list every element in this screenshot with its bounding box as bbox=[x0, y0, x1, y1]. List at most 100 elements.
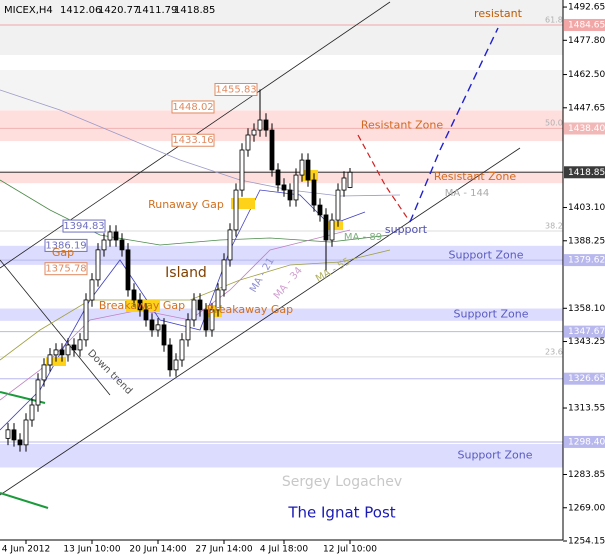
price-box bbox=[214, 82, 258, 96]
y-tick-label: 1447.65 bbox=[568, 103, 605, 113]
candle-body bbox=[293, 174, 299, 201]
candle-body bbox=[167, 344, 173, 371]
watermark: Sergey Logachev bbox=[282, 474, 402, 490]
green-line bbox=[0, 492, 49, 509]
header-close: 1418.85 bbox=[174, 5, 215, 16]
y-tick-label: 1254.15 bbox=[568, 537, 605, 547]
y-tick-label: 1269.00 bbox=[568, 503, 605, 513]
candle-body bbox=[341, 177, 347, 191]
level-label: 1347.67 bbox=[568, 327, 605, 337]
candle-body bbox=[329, 219, 335, 241]
level-tag bbox=[564, 325, 605, 338]
fib-label: 38.2 bbox=[545, 222, 563, 231]
candle-body bbox=[305, 159, 311, 181]
price-box bbox=[44, 238, 88, 252]
candle-body bbox=[281, 184, 287, 191]
candle-body bbox=[251, 129, 257, 136]
price-box-label: 1455.83 bbox=[215, 84, 256, 95]
x-tick-label: 4 Jul 18:00 bbox=[260, 545, 309, 555]
ma-21 bbox=[0, 189, 366, 431]
zone-label: Support Zone bbox=[454, 308, 529, 321]
price-box-label: 1433.16 bbox=[172, 135, 213, 146]
y-tick-label: 1343.25 bbox=[568, 337, 605, 347]
price-box bbox=[171, 100, 215, 114]
y-tick-label: 1313.55 bbox=[568, 404, 605, 414]
level-label: 1326.65 bbox=[568, 374, 605, 384]
candle-body bbox=[95, 249, 101, 281]
candle-body bbox=[65, 344, 71, 356]
x-tick-label: 12 Jul 10:00 bbox=[323, 545, 377, 555]
zone bbox=[0, 110, 563, 142]
forecast-up bbox=[409, 27, 499, 223]
level-tag bbox=[564, 122, 605, 135]
y-tick-label: 1492.65 bbox=[568, 3, 605, 13]
annotation: Runaway Gap bbox=[148, 198, 224, 211]
candle-body bbox=[161, 324, 167, 346]
level-tag bbox=[564, 372, 605, 385]
y-tick-label: 1403.10 bbox=[568, 203, 605, 213]
candle-body bbox=[347, 171, 353, 188]
zone-label: Support Zone bbox=[449, 248, 524, 261]
annotation: MA - 144 bbox=[445, 188, 490, 199]
candle-body bbox=[185, 319, 191, 341]
candle-body bbox=[173, 359, 179, 371]
candle-body bbox=[71, 344, 77, 351]
fib-label: 61.8 bbox=[545, 15, 563, 24]
candle-body bbox=[83, 299, 89, 341]
down-trend-line bbox=[0, 259, 111, 396]
candle-body bbox=[335, 189, 341, 221]
candle-body bbox=[269, 129, 275, 171]
header-open: 1412.06 bbox=[60, 5, 101, 16]
zone-label: Resistant Zone bbox=[434, 170, 517, 183]
candle-body bbox=[245, 134, 251, 151]
gap-marker bbox=[231, 198, 255, 209]
candle-body bbox=[191, 299, 197, 321]
candle-body bbox=[137, 299, 143, 311]
candle-body bbox=[257, 119, 263, 131]
price-box bbox=[44, 262, 88, 276]
candle-body bbox=[233, 189, 239, 231]
annotation: Island bbox=[165, 265, 207, 281]
footer: The Ignat Post bbox=[287, 504, 395, 522]
ma-55 bbox=[0, 249, 391, 361]
y-tick-label: 1388.25 bbox=[568, 236, 605, 246]
level-label: 1298.40 bbox=[568, 437, 605, 447]
y-tick-label: 1477.80 bbox=[568, 36, 605, 46]
ma-144 bbox=[0, 89, 401, 197]
candle-body bbox=[221, 259, 227, 291]
fib-label: 50.0 bbox=[545, 119, 563, 128]
level-tag bbox=[564, 166, 605, 179]
ma-89 bbox=[0, 179, 391, 246]
y-tick-label: 1462.50 bbox=[568, 70, 605, 80]
price-box-label: 1448.02 bbox=[172, 102, 213, 113]
candle-body bbox=[107, 231, 113, 241]
candle-body bbox=[101, 239, 107, 251]
header-high: 1420.77 bbox=[98, 5, 139, 16]
chart-title: MICEX,H4 bbox=[4, 5, 53, 16]
level-label: 1484.65 bbox=[568, 20, 605, 30]
candle-body bbox=[23, 419, 29, 446]
candle-body bbox=[59, 349, 65, 356]
channel-line bbox=[0, 147, 521, 496]
zone bbox=[0, 443, 563, 468]
candle-body bbox=[47, 354, 53, 366]
axis-background bbox=[563, 0, 605, 555]
price-box bbox=[171, 133, 215, 147]
candle-body bbox=[155, 324, 161, 331]
annotation: resistant bbox=[474, 7, 523, 20]
candle-body bbox=[125, 249, 131, 291]
candle-body bbox=[263, 119, 269, 131]
level-label: 1418.85 bbox=[568, 168, 605, 178]
price-box-label: 1375.78 bbox=[45, 264, 86, 275]
candle-body bbox=[215, 289, 221, 311]
candle-body bbox=[317, 204, 323, 216]
candle-body bbox=[35, 379, 41, 406]
price-box-label: 1394.83 bbox=[63, 221, 104, 232]
band bbox=[0, 0, 563, 55]
candle-body bbox=[119, 239, 125, 251]
zone-label: Support Zone bbox=[458, 449, 533, 462]
candle-body bbox=[131, 289, 137, 301]
annotation: MA - 89 bbox=[344, 232, 382, 243]
candle-body bbox=[113, 231, 119, 241]
